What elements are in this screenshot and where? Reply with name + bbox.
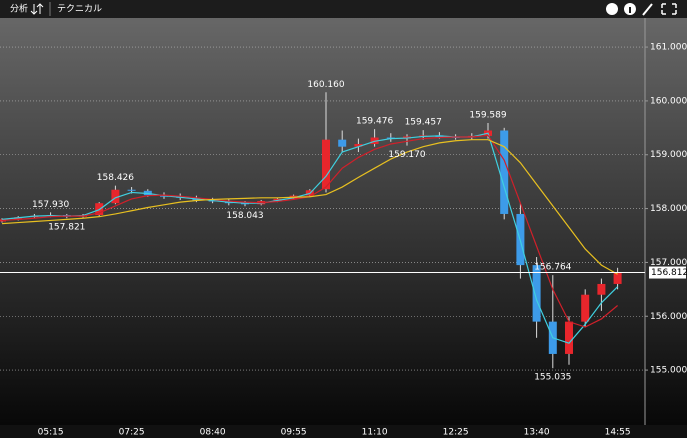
x-tick-label: 14:55 bbox=[605, 428, 631, 438]
technical-button[interactable]: テクニカル bbox=[57, 4, 102, 15]
palette-icon[interactable] bbox=[606, 3, 618, 15]
info-glyph bbox=[629, 7, 631, 13]
x-tick-label: 09:55 bbox=[281, 428, 307, 438]
last-price-label: 156.812 bbox=[651, 268, 687, 278]
y-tick-label: 159.000 bbox=[650, 150, 687, 160]
candle-body bbox=[322, 139, 330, 190]
candle-body bbox=[338, 139, 347, 147]
candle-body bbox=[111, 189, 120, 204]
low-label: 155.035 bbox=[534, 373, 571, 383]
low-label: 158.043 bbox=[226, 211, 263, 221]
candle-body bbox=[500, 130, 509, 214]
candle-body bbox=[565, 321, 573, 354]
high-label: 160.160 bbox=[307, 80, 344, 90]
x-tick-label: 12:25 bbox=[443, 428, 469, 438]
low-label: 157.821 bbox=[48, 223, 85, 233]
candle-body bbox=[581, 294, 590, 322]
high-label: 158.426 bbox=[97, 173, 134, 183]
candle-body bbox=[613, 272, 622, 284]
x-tick-label: 13:40 bbox=[524, 428, 550, 438]
candle-body bbox=[597, 283, 606, 295]
analysis-button[interactable]: 分析 bbox=[10, 3, 28, 15]
x-tick-label: 07:25 bbox=[119, 428, 145, 438]
y-tick-label: 160.000 bbox=[650, 96, 687, 106]
moving-average bbox=[1, 139, 618, 275]
high-label: 156.764 bbox=[534, 263, 571, 273]
y-tick-label: 157.000 bbox=[650, 258, 687, 268]
last-price-box bbox=[649, 266, 686, 279]
y-tick-label: 158.000 bbox=[650, 204, 687, 214]
x-tick-label: 08:40 bbox=[200, 428, 226, 438]
x-tick-label: 11:10 bbox=[362, 428, 388, 438]
candle-body bbox=[532, 265, 541, 322]
y-tick-label: 155.000 bbox=[650, 366, 687, 376]
sort-icon[interactable] bbox=[30, 3, 44, 15]
y-tick-label: 161.000 bbox=[650, 43, 687, 53]
fullscreen-icon[interactable] bbox=[661, 3, 677, 15]
x-axis-band bbox=[0, 425, 687, 438]
high-label: 159.476 bbox=[356, 117, 393, 127]
high-label: 159.457 bbox=[405, 118, 442, 128]
high-label: 159.589 bbox=[469, 111, 506, 121]
candle-body bbox=[354, 143, 363, 147]
draw-icon[interactable] bbox=[642, 3, 653, 16]
moving-average bbox=[1, 132, 619, 344]
x-tick-label: 05:15 bbox=[38, 428, 64, 438]
y-tick-label: 156.000 bbox=[650, 312, 687, 322]
toolbar bbox=[0, 0, 687, 18]
low-label: 159.170 bbox=[388, 150, 425, 160]
candle-body bbox=[127, 189, 136, 191]
high-label: 157.930 bbox=[32, 200, 69, 210]
